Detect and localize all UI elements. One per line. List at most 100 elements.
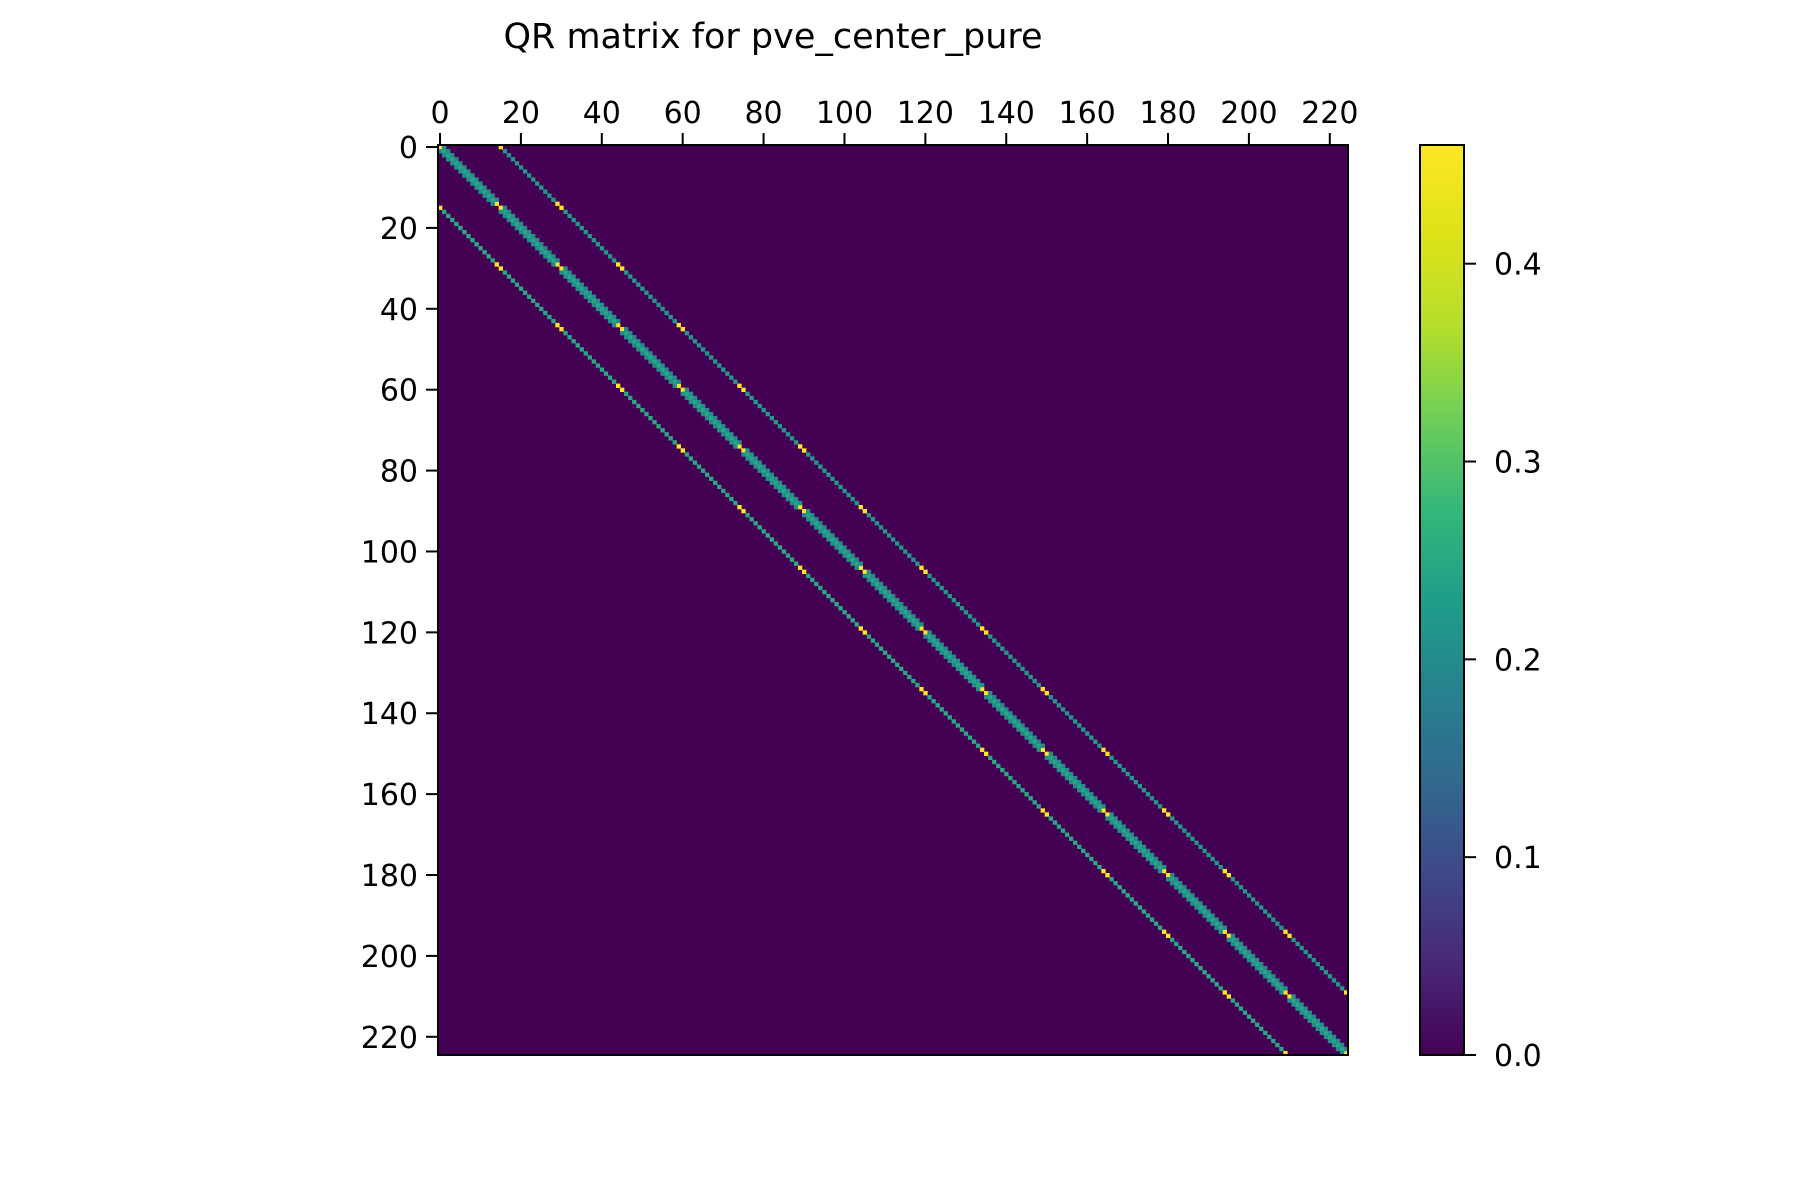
heatmap-cell xyxy=(955,723,961,728)
heatmap-cell xyxy=(911,678,916,684)
heatmap-cell xyxy=(781,488,787,494)
heatmap-cell xyxy=(842,545,847,550)
heatmap-cell xyxy=(1028,735,1033,740)
heatmap-cell xyxy=(911,557,916,562)
heatmap-cell xyxy=(713,480,718,486)
heatmap-cell xyxy=(1190,957,1195,963)
heatmap-cell xyxy=(551,262,556,267)
heatmap-cell xyxy=(882,593,888,599)
heatmap-cell xyxy=(1109,755,1114,761)
heatmap-cell xyxy=(806,573,811,579)
heatmap-cell xyxy=(450,153,455,158)
heatmap-cell xyxy=(911,618,916,623)
heatmap-cell xyxy=(1319,1030,1325,1036)
heatmap-cell xyxy=(757,464,762,469)
heatmap-cell xyxy=(886,533,892,538)
x-tick-label: 200 xyxy=(1220,96,1277,131)
heatmap-cell xyxy=(628,339,633,344)
heatmap-cell xyxy=(802,513,807,518)
heatmap-cell xyxy=(761,529,766,534)
heatmap-cell xyxy=(1125,771,1130,777)
heatmap-cell xyxy=(935,642,940,647)
heatmap-cell xyxy=(725,371,730,376)
y-tick-label: 140 xyxy=(361,697,418,732)
heatmap-cell xyxy=(1153,856,1159,862)
heatmap-cell xyxy=(1283,1050,1288,1056)
plot-frame xyxy=(437,144,1349,1056)
heatmap-cell xyxy=(866,513,872,518)
heatmap-cell xyxy=(644,355,649,360)
heatmap-cell xyxy=(676,383,681,388)
heatmap-cell xyxy=(1174,885,1179,890)
heatmap-cell xyxy=(442,149,447,154)
heatmap-cell xyxy=(1133,840,1138,845)
heatmap-cell xyxy=(1327,1034,1333,1040)
heatmap-cell xyxy=(737,504,742,510)
heatmap-cell xyxy=(862,509,868,514)
heatmap-cell xyxy=(1279,1046,1284,1052)
heatmap-cell xyxy=(1190,901,1195,906)
heatmap-cell xyxy=(834,480,839,486)
heatmap-cell xyxy=(458,161,463,166)
heatmap-cell xyxy=(587,298,592,304)
heatmap-cell xyxy=(1323,970,1329,975)
heatmap-cell xyxy=(1299,945,1304,951)
heatmap-cell xyxy=(1056,824,1062,829)
heatmap-cell xyxy=(996,642,1001,647)
heatmap-cell xyxy=(1040,808,1045,813)
heatmap-cell xyxy=(1206,917,1211,922)
heatmap-cell xyxy=(1145,852,1151,858)
heatmap-cell xyxy=(640,343,645,348)
heatmap-cell xyxy=(927,630,932,635)
heatmap-cell xyxy=(567,335,572,340)
heatmap-cell xyxy=(490,197,495,202)
heatmap-cell xyxy=(506,209,512,215)
heatmap-cell xyxy=(587,355,592,360)
heatmap-cell xyxy=(1012,719,1017,724)
heatmap-cell xyxy=(640,351,645,356)
heatmap-cell xyxy=(644,290,649,295)
heatmap-cell xyxy=(462,173,467,178)
heatmap-cell xyxy=(749,452,754,457)
heatmap-cell xyxy=(526,238,532,243)
heatmap-cell xyxy=(1315,961,1320,967)
heatmap-cell xyxy=(1085,731,1090,736)
heatmap-cell xyxy=(975,686,981,692)
heatmap-cell xyxy=(1259,905,1264,910)
heatmap-cell xyxy=(640,286,645,291)
heatmap-cell xyxy=(652,363,657,368)
heatmap-cell xyxy=(575,286,580,291)
heatmap-cell xyxy=(1093,796,1098,801)
heatmap-cell xyxy=(1186,889,1191,894)
heatmap-cell xyxy=(1056,763,1062,769)
heatmap-cell xyxy=(988,691,993,696)
heatmap-cell xyxy=(700,411,706,417)
heatmap-cell xyxy=(680,387,686,393)
heatmap-cell xyxy=(1016,723,1021,728)
heatmap-cell xyxy=(539,242,544,247)
heatmap-cell xyxy=(571,339,576,344)
heatmap-cell xyxy=(797,565,803,570)
heatmap-cell xyxy=(785,496,791,502)
heatmap-cell xyxy=(814,517,819,522)
heatmap-cell xyxy=(899,666,904,672)
heatmap-cell xyxy=(1210,978,1215,983)
chart-title: QR matrix for pve_center_pure xyxy=(503,17,1042,57)
heatmap-cell xyxy=(919,626,924,631)
heatmap-cell xyxy=(834,541,839,546)
heatmap-cell xyxy=(1129,840,1134,845)
heatmap-cell xyxy=(1004,711,1009,716)
heatmap-cell xyxy=(1125,828,1130,833)
heatmap-cell xyxy=(793,496,799,502)
heatmap-cell xyxy=(1226,937,1232,943)
heatmap-cell xyxy=(1016,784,1021,789)
heatmap-cell xyxy=(478,246,483,251)
heatmap-cell xyxy=(668,375,673,380)
heatmap-cell xyxy=(1214,917,1219,922)
heatmap-cell xyxy=(895,597,900,603)
heatmap-cell xyxy=(531,233,536,239)
heatmap-cell xyxy=(1250,957,1256,963)
x-axis: 0 20 40 60 80 100 120 140 160 180 200 220 xyxy=(430,96,1358,145)
heatmap-cell xyxy=(1117,820,1122,825)
heatmap-cell xyxy=(984,630,989,635)
